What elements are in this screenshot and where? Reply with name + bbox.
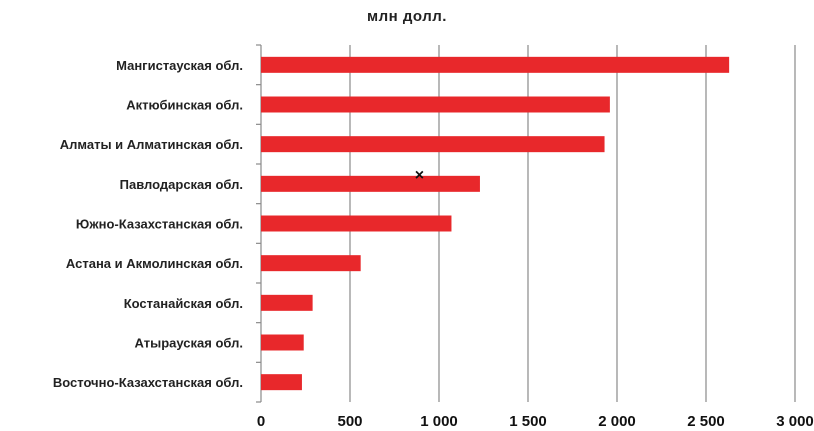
bar	[261, 175, 480, 192]
x-tick-label: 1 500	[509, 413, 547, 430]
chart-title: млн долл.	[367, 8, 447, 25]
category-label: Костанайская обл.	[124, 296, 243, 311]
category-label: Восточно-Казахстанская обл.	[53, 375, 243, 390]
category-label: Мангистауская обл.	[116, 58, 243, 73]
bar	[261, 294, 313, 311]
bar	[261, 56, 730, 73]
bar	[261, 374, 302, 391]
bar	[261, 96, 610, 113]
category-label: Астана и Акмолинская обл.	[66, 256, 243, 271]
category-label: Атырауская обл.	[135, 336, 243, 351]
x-tick-label: 3 000	[776, 413, 814, 430]
category-label: Актюбинская обл.	[126, 98, 243, 113]
bar	[261, 136, 605, 153]
bar	[261, 255, 361, 272]
bar	[261, 334, 304, 351]
marker-symbol: ×	[415, 167, 424, 184]
x-tick-label: 1 000	[420, 413, 458, 430]
x-tick-label: 0	[257, 413, 265, 430]
x-tick-label: 2 000	[598, 413, 636, 430]
category-label: Алматы и Алматинская обл.	[60, 137, 243, 152]
bar	[261, 215, 452, 232]
x-tick-label: 2 500	[687, 413, 725, 430]
x-tick-label: 500	[337, 413, 362, 430]
category-label: Павлодарская обл.	[120, 177, 243, 192]
category-label: Южно-Казахстанская обл.	[76, 217, 243, 232]
